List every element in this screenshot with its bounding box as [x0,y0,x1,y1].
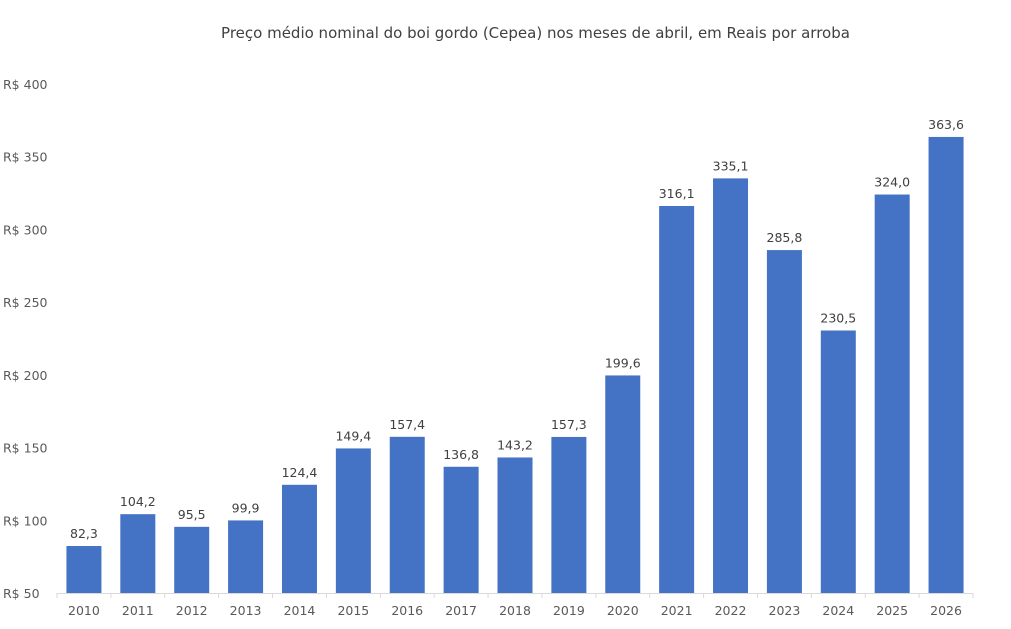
bar-2014 [281,484,317,593]
x-tick-label: 2023 [769,603,801,618]
data-label: 363,6 [928,117,964,132]
x-tick-label: 2019 [553,603,585,618]
bar-2015 [335,448,371,593]
y-tick-label: R$ 300 [3,222,48,237]
bar-2021 [659,206,695,593]
data-label: 99,9 [232,500,260,515]
data-label: 316,1 [659,186,695,201]
bar-2011 [120,514,156,593]
x-tick-label: 2015 [337,603,369,618]
bar-2024 [820,330,856,593]
x-tick-label: 2014 [284,603,316,618]
x-tick-label: 2026 [930,603,962,618]
x-tick-label: 2010 [68,603,100,618]
bar-2013 [228,520,264,593]
bar-2019 [551,436,587,593]
x-tick-label: 2016 [391,603,423,618]
x-tick-label: 2025 [876,603,908,618]
bar-2010 [66,546,102,593]
bar-2012 [174,526,210,593]
x-tick-label: 2020 [607,603,639,618]
x-tick-label: 2012 [176,603,208,618]
y-tick-label: R$ 350 [3,150,48,165]
data-label: 124,4 [282,465,318,480]
y-tick-label: R$ 400 [3,77,48,92]
data-label: 324,0 [874,175,910,190]
bar-2023 [766,250,802,594]
y-tick-label: R$ 250 [3,295,48,310]
bar-2016 [389,436,425,593]
bar-2025 [874,194,910,594]
data-label: 136,8 [443,447,479,462]
data-label: 157,3 [551,417,587,432]
bar-2022 [713,178,749,593]
bar-2020 [605,375,641,593]
x-tick-label: 2013 [230,603,262,618]
data-label: 143,2 [497,437,533,452]
y-tick-label: R$ 200 [3,368,48,383]
data-label: 157,4 [389,417,425,432]
bar-2017 [443,466,479,593]
data-label: 335,1 [713,158,749,173]
data-label: 104,2 [120,494,156,509]
data-label: 95,5 [178,507,206,522]
data-label: 82,3 [70,526,98,541]
data-label: 285,8 [767,230,803,245]
y-tick-label: R$ 100 [3,513,48,528]
x-tick-label: 2021 [661,603,693,618]
x-tick-label: 2011 [122,603,154,618]
data-label: 230,5 [820,311,856,326]
x-tick-label: 2017 [445,603,477,618]
y-tick-label: R$ 50 [3,586,40,601]
data-label: 199,6 [605,355,641,370]
bar-2026 [928,136,964,593]
bar-2018 [497,457,533,593]
chart-title: Preço médio nominal do boi gordo (Cepea)… [221,24,850,42]
data-label: 149,4 [335,428,371,443]
x-tick-label: 2018 [499,603,531,618]
x-tick-label: 2024 [822,603,854,618]
y-tick-label: R$ 150 [3,441,48,456]
x-tick-label: 2022 [715,603,747,618]
